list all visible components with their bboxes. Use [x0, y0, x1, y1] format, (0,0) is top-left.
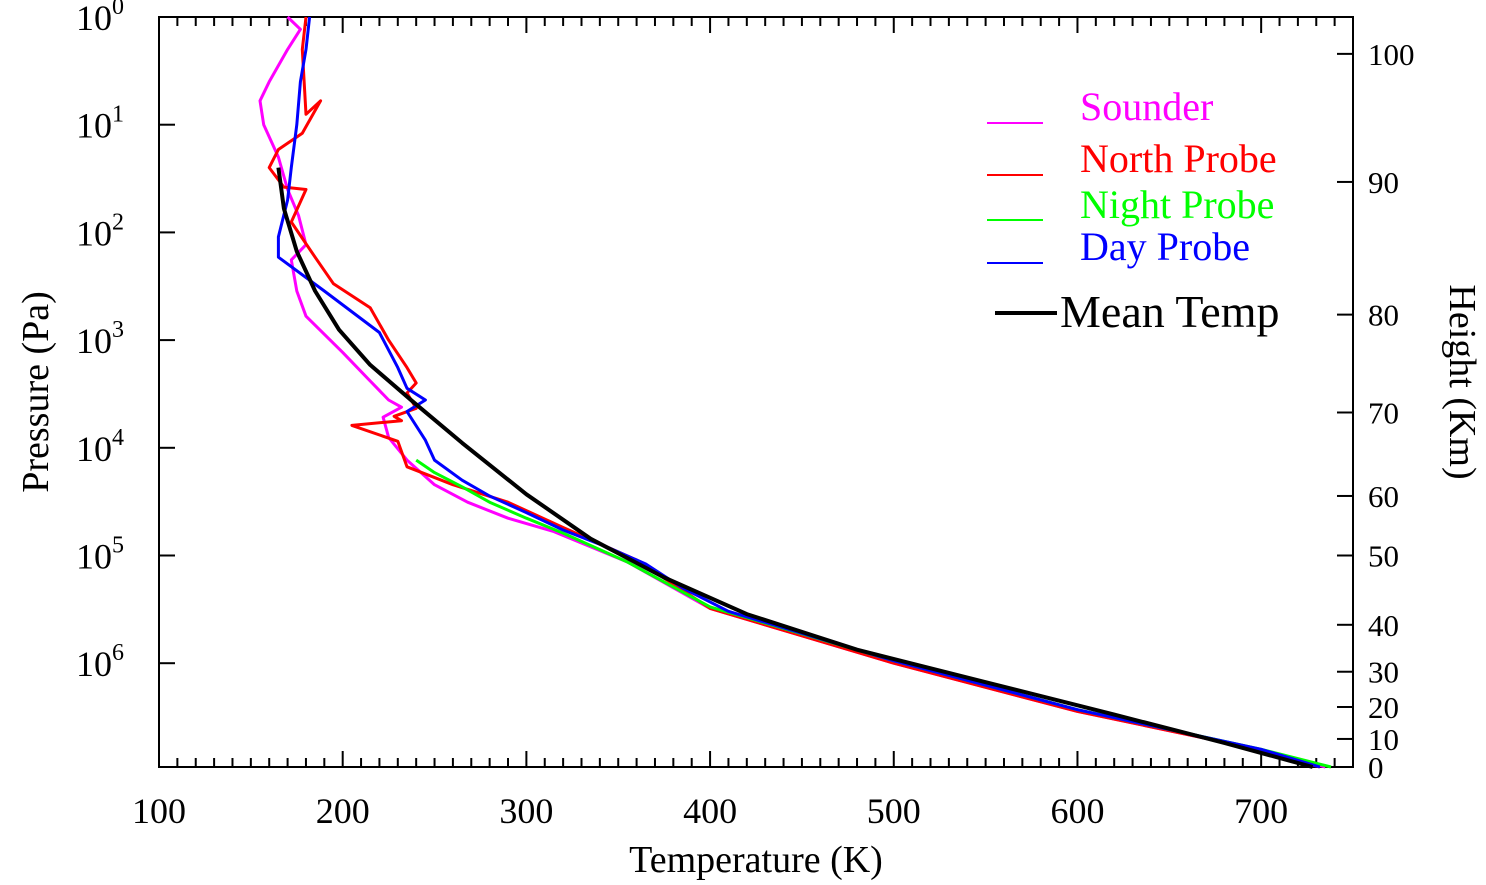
y-tick-label: 104	[76, 425, 124, 469]
y-tick-label: 106	[76, 640, 124, 684]
y-tick-label: 100	[76, 0, 124, 38]
y2-tick-label: 60	[1368, 479, 1399, 514]
x-tick-label: 500	[867, 791, 921, 831]
x-tick-label: 700	[1234, 791, 1288, 831]
x-axis-title: Temperature (K)	[629, 839, 883, 881]
legend-label-mean-temp: Mean Temp	[1060, 286, 1280, 337]
legend-label-sounder: Sounder	[1080, 84, 1213, 129]
series-line-north-probe	[267, 16, 1321, 769]
x-tick-label: 100	[132, 791, 186, 831]
legend-label-night-probe: Night Probe	[1080, 182, 1274, 227]
y2-tick-label: 100	[1368, 37, 1415, 72]
x-tick-label: 300	[499, 791, 553, 831]
ticks-layer	[158, 16, 1354, 768]
plot-frame	[158, 16, 1354, 768]
y-tick-label: 101	[76, 102, 124, 146]
y-tick-label: 102	[76, 209, 124, 253]
legend-label-day-probe: Day Probe	[1080, 224, 1250, 269]
y2-axis-title: Height (Km)	[1441, 284, 1483, 479]
y2-tick-label: 20	[1368, 690, 1399, 725]
series-layer	[258, 15, 1332, 769]
x-tick-label: 600	[1050, 791, 1104, 831]
y-axis-title: Pressure (Pa)	[15, 291, 57, 493]
x-tick-label: 400	[683, 791, 737, 831]
y2-tick-label: 80	[1368, 298, 1399, 333]
series-line-sounder	[258, 15, 1326, 769]
y2-tick-label: 10	[1368, 722, 1399, 757]
y2-tick-label: 30	[1368, 655, 1399, 690]
x-tick-label: 200	[316, 791, 370, 831]
series-line-day-probe	[276, 16, 1321, 769]
y-tick-label: 103	[76, 317, 124, 361]
legend-label-north-probe: North Probe	[1080, 136, 1277, 181]
y2-tick-label: 0	[1368, 750, 1384, 785]
series-line-mean-temp	[276, 167, 1314, 769]
y2-tick-label: 40	[1368, 608, 1399, 643]
labels-layer: 100 200 300 400 500 600 7001001011021031041051…	[76, 0, 1415, 831]
y2-tick-label: 50	[1368, 539, 1399, 574]
y-tick-label: 105	[76, 533, 124, 577]
series-line-night-probe	[415, 458, 1332, 769]
y2-tick-label: 70	[1368, 395, 1399, 430]
y2-tick-label: 90	[1368, 165, 1399, 200]
